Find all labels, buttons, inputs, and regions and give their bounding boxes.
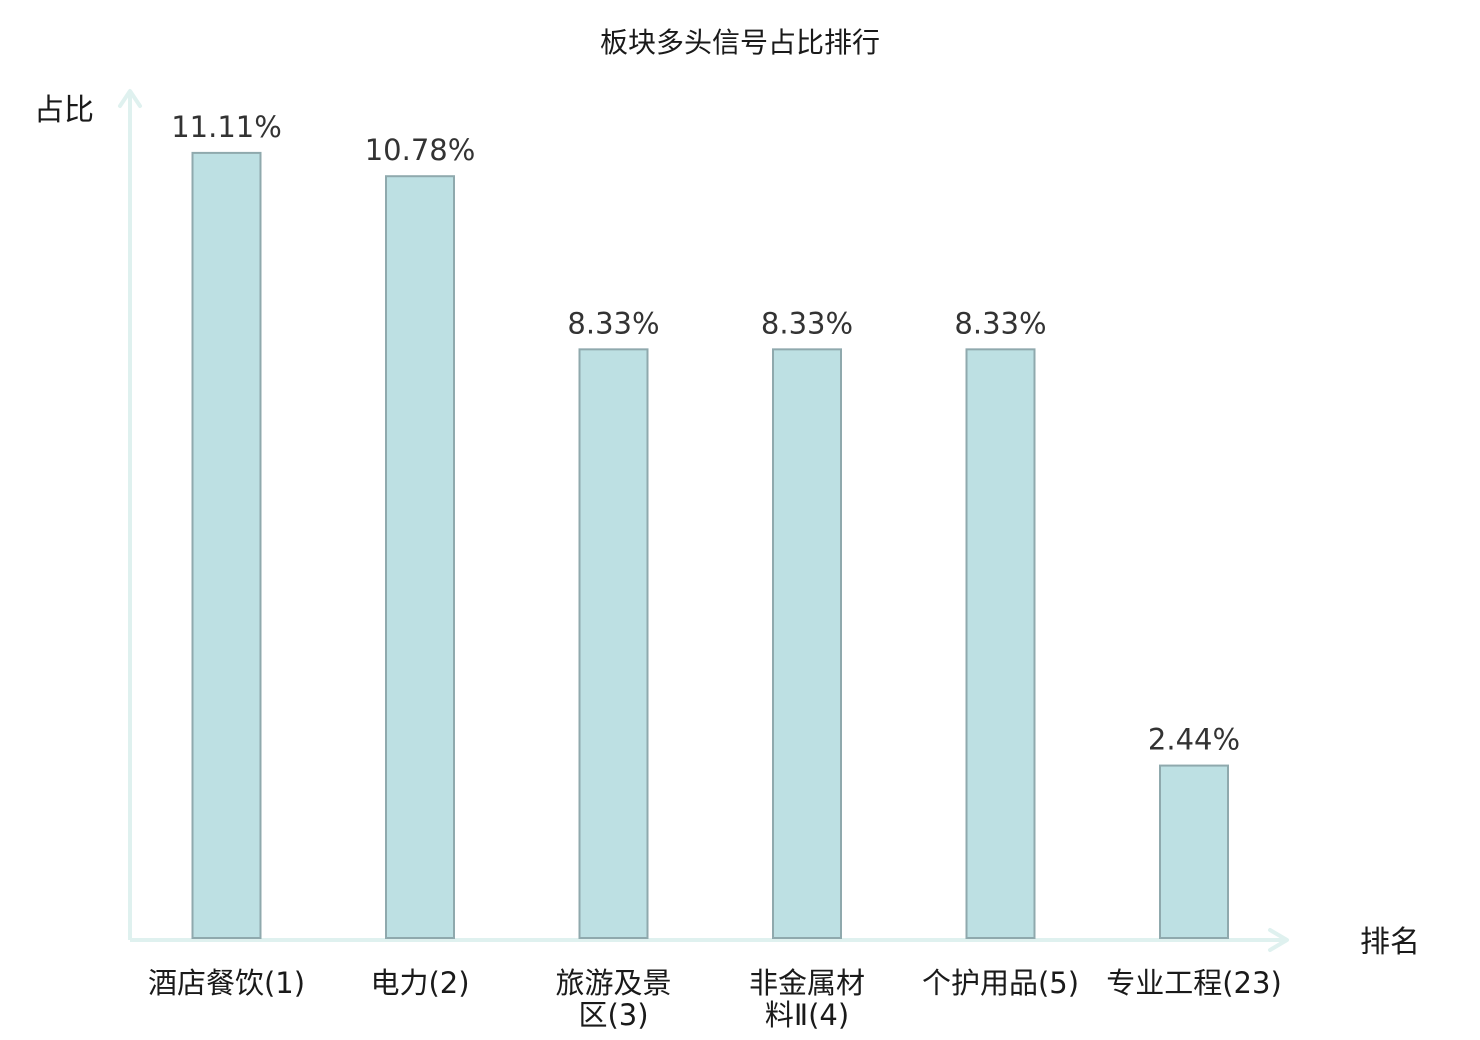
- x-axis-arrow: [1268, 928, 1289, 952]
- category-label-3-line-1: 旅游及景: [555, 966, 671, 1000]
- bar-3: [578, 348, 649, 939]
- x-axis-label: 排名: [1360, 925, 1420, 960]
- category-label-5-line-1: 个护用品(5): [922, 966, 1079, 1000]
- bar-5: [965, 348, 1036, 939]
- category-label-2-line-1: 电力(2): [370, 966, 469, 1000]
- chart-title: 板块多头信号占比排行: [600, 26, 880, 59]
- x-axis: 排名: [130, 925, 1420, 960]
- bar-2: [385, 175, 455, 940]
- value-label-1: 11.11%: [171, 110, 282, 144]
- category-label-6-line-1: 专业工程(23): [1106, 966, 1282, 1000]
- bar-4: [772, 348, 842, 939]
- bar-6: [1159, 764, 1229, 939]
- value-label-4: 8.33%: [761, 306, 853, 340]
- category-label-4-line-2: 料Ⅱ(4): [765, 998, 849, 1032]
- value-label-2: 10.78%: [365, 133, 476, 167]
- y-axis: 占比: [34, 89, 142, 940]
- y-axis-arrow: [118, 89, 142, 108]
- bars-group: [191, 151, 1229, 940]
- value-label-5: 8.33%: [954, 306, 1046, 340]
- category-label-4-line-1: 非金属材: [749, 966, 865, 1000]
- value-label-6: 2.44%: [1148, 723, 1240, 757]
- value-label-3: 8.33%: [567, 306, 659, 340]
- category-label-3-line-2: 区(3): [578, 998, 648, 1032]
- y-axis-label: 占比: [34, 93, 94, 128]
- value-labels-group: 11.11% 10.78% 8.33% 8.33% 8.33% 2.44%: [171, 110, 1240, 757]
- bar-1: [191, 151, 262, 940]
- category-label-1-line-1: 酒店餐饮(1): [148, 966, 305, 1000]
